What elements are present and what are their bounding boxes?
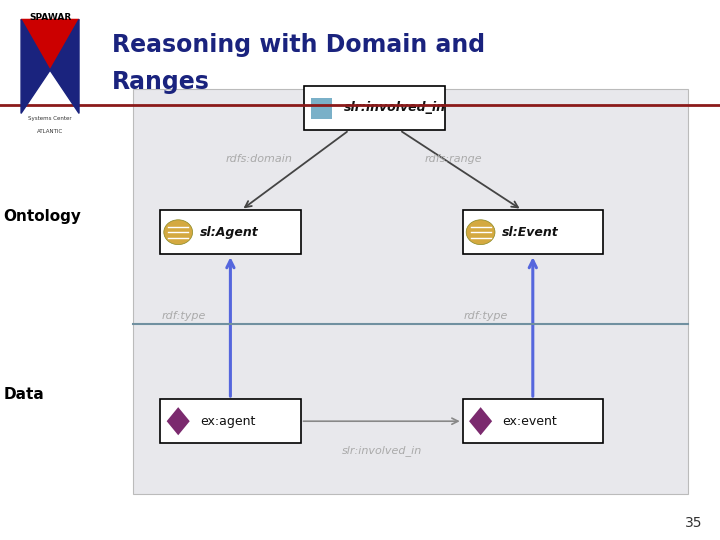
Ellipse shape [467, 220, 495, 245]
Text: slr:involved_in: slr:involved_in [341, 446, 422, 456]
Text: ATLANTIC: ATLANTIC [37, 129, 63, 134]
FancyBboxPatch shape [462, 399, 603, 443]
FancyBboxPatch shape [311, 98, 331, 119]
Polygon shape [469, 407, 492, 435]
Text: sl:Agent: sl:Agent [199, 226, 258, 239]
Text: ex:event: ex:event [503, 415, 557, 428]
Text: Ranges: Ranges [112, 71, 210, 94]
FancyBboxPatch shape [160, 210, 301, 254]
Text: Systems Center: Systems Center [28, 116, 72, 121]
Text: 35: 35 [685, 516, 702, 530]
Polygon shape [21, 19, 50, 113]
Text: Reasoning with Domain and: Reasoning with Domain and [112, 33, 485, 57]
Text: rdfs:range: rdfs:range [425, 154, 482, 164]
Text: slr:involved_in: slr:involved_in [344, 102, 446, 114]
Text: Ontology: Ontology [4, 208, 81, 224]
Polygon shape [166, 407, 190, 435]
Polygon shape [21, 19, 79, 70]
Text: ex:agent: ex:agent [199, 415, 255, 428]
Text: Data: Data [4, 387, 45, 402]
FancyBboxPatch shape [462, 210, 603, 254]
Text: sl:Event: sl:Event [503, 226, 559, 239]
Ellipse shape [163, 220, 193, 245]
FancyBboxPatch shape [160, 399, 301, 443]
Text: rdf:type: rdf:type [464, 311, 508, 321]
Polygon shape [50, 19, 79, 113]
FancyBboxPatch shape [304, 86, 444, 130]
FancyBboxPatch shape [133, 89, 688, 494]
Text: rdf:type: rdf:type [161, 311, 206, 321]
Text: rdfs:domain: rdfs:domain [226, 154, 292, 164]
Text: SPAWAR: SPAWAR [29, 13, 71, 22]
